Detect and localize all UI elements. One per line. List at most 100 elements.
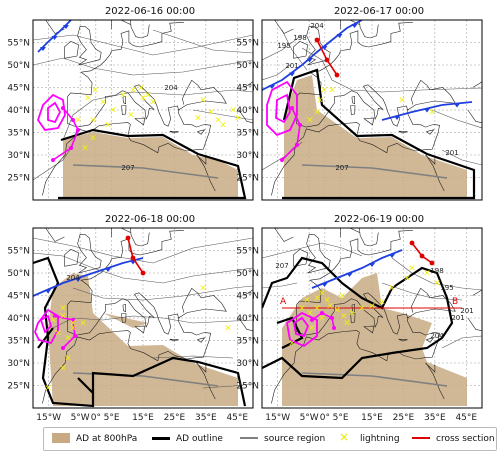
coastline: [363, 325, 375, 334]
lon-tick-label: 5°E: [333, 413, 349, 423]
contour-label: 198: [293, 34, 306, 42]
warm-front-bump: [125, 235, 131, 241]
panel-frame: [32, 227, 254, 409]
map-panel-content-4: A B×× ××× ×× × × × ×××× ×××× ××× ×××19519820120720…: [262, 228, 482, 408]
contour-label: 201: [445, 149, 458, 157]
dust-area: [282, 273, 467, 406]
lat-tick-label: 40°N: [7, 106, 30, 116]
legend-swatch-cross: [412, 437, 430, 439]
coastline: [197, 337, 206, 343]
coastline: [350, 313, 356, 323]
geopotential-contour: [262, 64, 291, 81]
legend-swatch-dust: [52, 433, 70, 443]
coastline: [351, 304, 355, 313]
panel-title-2: 2022-06-17 00:00: [333, 6, 425, 17]
geopotential-contour: [281, 29, 308, 71]
dust-outline: [37, 327, 54, 349]
lightning-marker: ×: [229, 106, 237, 116]
contour-label: 207: [275, 262, 288, 270]
cutoff-front-marker: [280, 158, 284, 162]
cutoff-front-marker: [76, 128, 80, 132]
lon-tick-label: 15°W: [36, 413, 61, 423]
lat-tick-label: 50°N: [7, 61, 30, 71]
coastline: [67, 79, 227, 128]
cutoff-low: [47, 101, 62, 124]
cutoff-front-marker: [332, 326, 336, 330]
coastline: [130, 20, 150, 39]
lightning-marker: ×: [323, 296, 331, 306]
geopotential-contour: [33, 252, 253, 284]
contour-label: 195: [440, 284, 453, 292]
cold-front-barb: [424, 108, 430, 113]
coastline: [271, 109, 440, 196]
coastline: [306, 26, 331, 66]
lightning-marker: ×: [69, 324, 77, 334]
map-panel-1: ××××× × ×××××××× × ××× ×××××20420755°N50°N45°…: [7, 19, 254, 201]
lat-tick-label: 30°N: [236, 359, 259, 369]
lat-tick-label: 35°N: [7, 129, 30, 139]
lat-tick-label: 55°N: [236, 247, 259, 257]
map-panel-2: ×××××××19519820120420720155°N50°N45°N40°…: [236, 19, 483, 201]
lightning-marker: ×: [199, 284, 207, 294]
lightning-marker: ×: [403, 274, 411, 284]
warm-front-bump: [409, 240, 415, 246]
lightning-marker: ×: [318, 314, 326, 324]
coastline: [398, 338, 408, 342]
coastline: [359, 20, 379, 39]
cold-front-barb: [105, 268, 111, 272]
cutoff-front: [281, 107, 301, 161]
coastline: [64, 248, 79, 267]
panel-title-3: 2022-06-18 00:00: [104, 214, 196, 225]
cutoff-low: [293, 316, 310, 338]
dust-outline: [262, 256, 454, 380]
lightning-marker: ×: [408, 264, 416, 274]
lightning-marker: ×: [199, 96, 207, 106]
coastline: [426, 337, 435, 343]
geopotential-contour: [152, 29, 253, 54]
warm-front-bump: [314, 37, 320, 43]
coastline: [197, 129, 206, 135]
cold-front: [33, 257, 144, 297]
coastline: [121, 105, 127, 115]
cold-front-barb: [45, 289, 51, 294]
lightning-marker: ×: [109, 106, 117, 116]
lon-tick-label: 15°E: [132, 413, 154, 423]
legend-label-cross: cross section: [436, 434, 495, 444]
lightning-marker: ×: [298, 304, 306, 314]
coastline: [293, 40, 308, 59]
cross-section-label: A: [280, 297, 287, 307]
coastline: [274, 20, 294, 34]
source-region: [301, 372, 448, 387]
cold-front-barb: [394, 116, 400, 120]
lightning-marker: ×: [313, 294, 321, 304]
lat-tick-label: 55°N: [7, 39, 30, 49]
coastline: [42, 317, 211, 404]
lon-tick-label: 35°E: [195, 413, 217, 423]
lightning-marker: ×: [288, 339, 296, 349]
contour-label: 195: [277, 42, 290, 50]
lat-tick-label: 25°N: [236, 174, 259, 184]
lightning-marker: ×: [207, 108, 215, 118]
lon-tick-label: 5°W: [71, 413, 90, 423]
coastline: [122, 304, 126, 313]
coastline: [472, 289, 482, 296]
cold-front-barb: [351, 24, 358, 28]
legend: AD at 800hPa AD outline source region × …: [43, 427, 497, 451]
lat-tick-label: 40°N: [236, 106, 259, 116]
cutoff-front-marker: [61, 106, 65, 110]
lightning-marker: ×: [74, 116, 82, 126]
lightning-marker: ×: [194, 114, 202, 124]
lightning-marker: ×: [343, 319, 351, 329]
cutoff-front: [311, 312, 335, 329]
lightning-marker: ×: [378, 298, 386, 308]
lightning-marker: ×: [348, 309, 356, 319]
lightning-marker: ×: [398, 96, 406, 106]
coastline: [45, 228, 65, 242]
lat-tick-label: 50°N: [236, 269, 259, 279]
coastline: [122, 96, 126, 105]
coastline: [111, 228, 131, 237]
dust-outline: [282, 68, 476, 200]
geopotential-contour: [301, 47, 482, 93]
contour-label: 201: [285, 62, 298, 70]
contour-label: 198: [430, 267, 443, 275]
